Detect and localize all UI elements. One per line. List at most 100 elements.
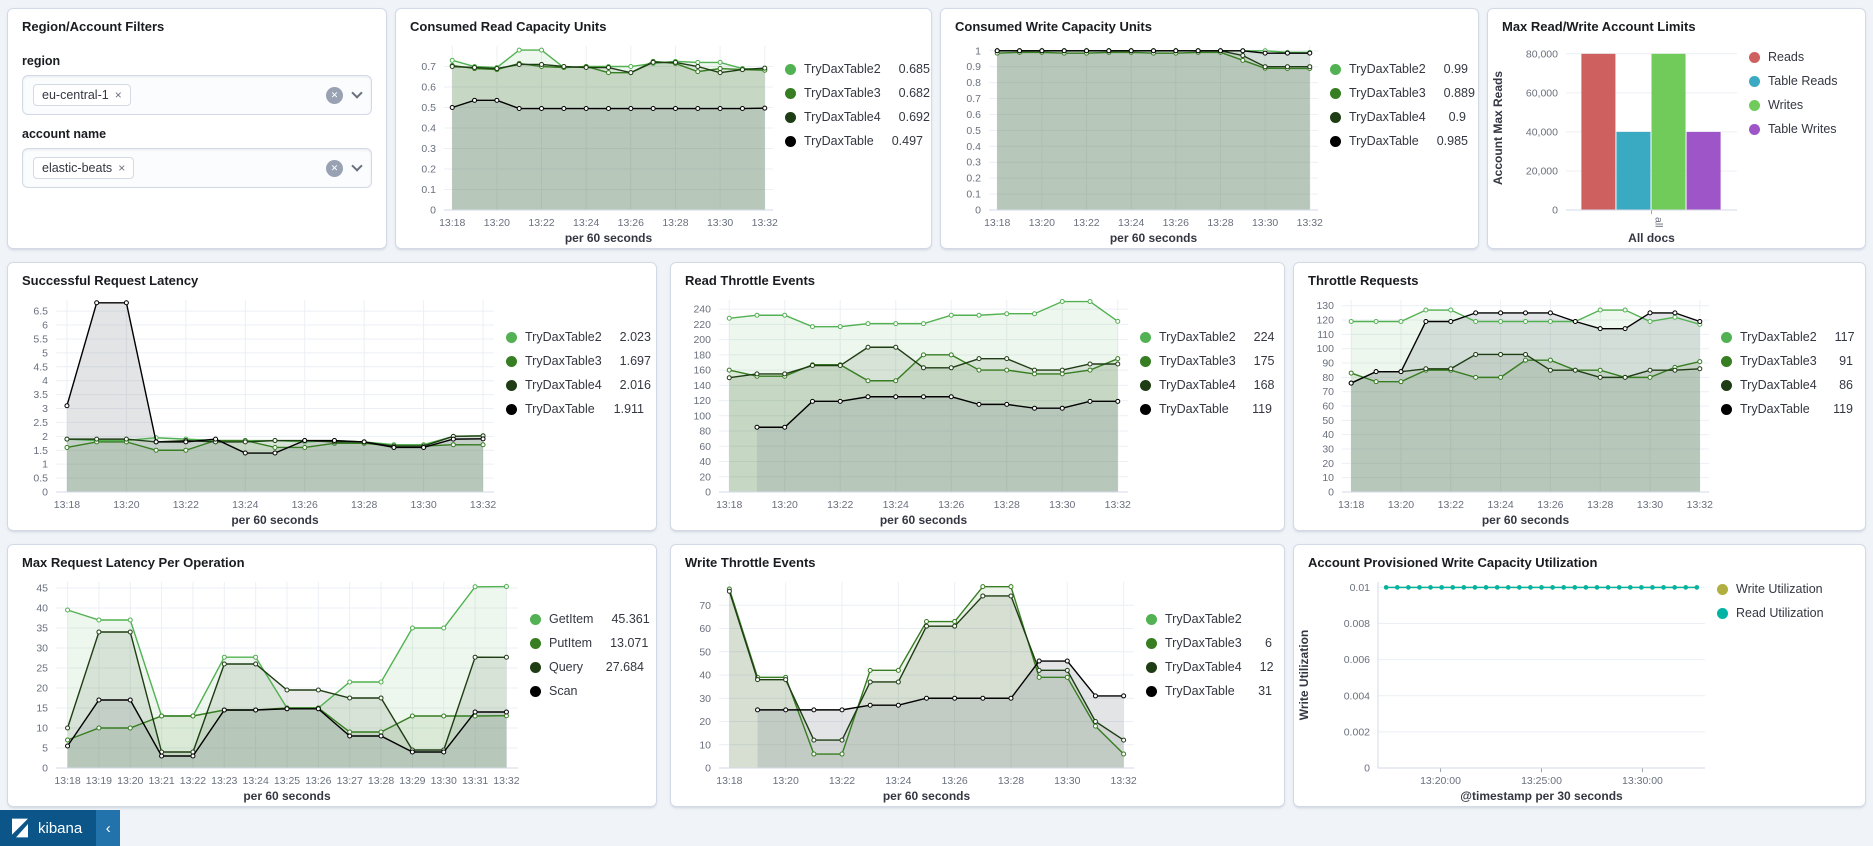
legend-item-trydaxtable2[interactable]: TryDaxTable2 0.99: [1330, 62, 1468, 76]
svg-text:240: 240: [693, 304, 711, 316]
svg-text:0.01: 0.01: [1350, 582, 1371, 594]
legend-item-trydaxtable3[interactable]: TryDaxTable3 1.697: [506, 354, 651, 368]
legend-label: GetItem: [549, 612, 594, 626]
legend-item-getitem[interactable]: GetItem 45.361: [530, 612, 650, 626]
legend-item-trydaxtable[interactable]: TryDaxTable 1.911: [506, 402, 644, 416]
legend-item-trydaxtable2[interactable]: TryDaxTable2 117: [1721, 330, 1855, 344]
svg-text:13:18: 13:18: [984, 217, 1010, 229]
read-throttle-chart[interactable]: 0 20 40 60 80 100 120 140 160 180 200 220 240 13:18 13…: [671, 290, 1138, 530]
region-chevron-down-icon[interactable]: [351, 87, 363, 99]
legend-dot-icon: [785, 87, 796, 99]
legend-label: TryDaxTable: [525, 402, 595, 416]
consumed-write-capacity-chart[interactable]: 0 0.1 0.2 0.3 0.4 0.5 0.6 0.7 0.8 0.9 1 13:18 13:20 1…: [941, 36, 1328, 248]
svg-text:13:28: 13:28: [662, 217, 688, 229]
legend-item-trydaxtable[interactable]: TryDaxTable 119: [1140, 402, 1272, 416]
legend-label: TryDaxTable4: [804, 110, 881, 124]
consumed-read-capacity-chart[interactable]: 0 0.1 0.2 0.3 0.4 0.5 0.6 0.7 13:18 13:20 13:22 13:…: [396, 36, 783, 248]
legend-item-trydaxtable4[interactable]: TryDaxTable4 12: [1146, 660, 1274, 674]
legend-label: PutItem: [549, 636, 593, 650]
legend-item-trydaxtable2[interactable]: TryDaxTable2 0.685: [785, 62, 930, 76]
svg-text:5: 5: [42, 743, 48, 755]
bar-reads[interactable]: [1581, 53, 1616, 210]
region-label: region: [22, 54, 61, 68]
legend-item-trydaxtable[interactable]: TryDaxTable 0.497: [785, 134, 923, 148]
panel-title: Write Throttle Events: [685, 555, 816, 570]
svg-text:6.5: 6.5: [33, 306, 48, 318]
svg-text:13:28: 13:28: [368, 775, 394, 787]
legend-dot-icon: [785, 63, 796, 75]
legend-item-reads[interactable]: Reads: [1749, 50, 1853, 64]
legend-item-trydaxtable2[interactable]: TryDaxTable2: [1146, 612, 1272, 626]
legend-item-write-utilization[interactable]: Write Utilization: [1717, 582, 1853, 596]
legend-item-trydaxtable[interactable]: TryDaxTable 31: [1146, 684, 1272, 698]
legend-item-scan[interactable]: Scan: [530, 684, 644, 698]
account-limits-chart[interactable]: 0 20,000 40,000 60,000 80,000 all All docs Acco…: [1488, 36, 1747, 248]
svg-text:25: 25: [36, 663, 48, 675]
legend-item-trydaxtable4[interactable]: TryDaxTable4 2.016: [506, 378, 651, 392]
legend-item-trydaxtable3[interactable]: TryDaxTable3 175: [1140, 354, 1275, 368]
bar-writes[interactable]: [1651, 53, 1686, 210]
legend-item-trydaxtable4[interactable]: TryDaxTable4 0.9: [1330, 110, 1466, 124]
region-clear-icon[interactable]: ✕: [326, 86, 343, 104]
legend-item-trydaxtable3[interactable]: TryDaxTable3 0.889: [1330, 86, 1475, 100]
svg-text:15: 15: [36, 703, 48, 715]
write-throttle-chart[interactable]: 0 10 20 30 40 50 60 70 13:18 13:20 13:22 13:24 13:26…: [671, 572, 1144, 806]
legend-dot-icon: [1140, 355, 1151, 367]
region-pill-close-icon[interactable]: ×: [114, 88, 122, 102]
legend-item-putitem[interactable]: PutItem 13.071: [530, 636, 648, 650]
svg-text:80: 80: [699, 426, 711, 438]
svg-text:13:30: 13:30: [1049, 499, 1075, 511]
legend-item-table-reads[interactable]: Table Reads: [1749, 74, 1853, 88]
panel-title: Successful Request Latency: [22, 273, 199, 288]
svg-text:5.5: 5.5: [33, 333, 48, 345]
throttle-requests-chart[interactable]: 0 10 20 30 40 50 60 70 80 90 100 110 120 130 13:18 13:2…: [1294, 290, 1719, 530]
account-chevron-down-icon[interactable]: [351, 160, 363, 172]
account-clear-icon[interactable]: ✕: [326, 159, 343, 177]
legend-item-trydaxtable4[interactable]: TryDaxTable4 0.692: [785, 110, 930, 124]
svg-text:0.2: 0.2: [421, 164, 436, 176]
svg-text:13:20:00: 13:20:00: [1420, 775, 1461, 787]
region-pill[interactable]: eu-central-1 ×: [33, 84, 131, 106]
legend-value: 117: [1834, 330, 1855, 344]
svg-text:13:22: 13:22: [1073, 217, 1099, 229]
legend-item-writes[interactable]: Writes: [1749, 98, 1853, 112]
svg-text:13:18: 13:18: [54, 499, 80, 511]
max-latency-per-operation-chart[interactable]: 0 5 10 15 20 25 30 35 40 45 13:18 13:19 13:20 13:21 13…: [8, 572, 528, 806]
legend-item-trydaxtable3[interactable]: TryDaxTable3 0.682: [785, 86, 930, 100]
legend-item-trydaxtable2[interactable]: TryDaxTable2 224: [1140, 330, 1275, 344]
svg-text:5: 5: [42, 347, 48, 359]
request-latency-chart[interactable]: 0 0.5 1 1.5 2 2.5 3 3.5 4 4.5 5 5.5 6 6.5 13:18 13:20 13…: [8, 290, 504, 530]
legend-label: TryDaxTable: [804, 134, 874, 148]
panel-write-throttle-events: Write Throttle Events 0 10 20 30 40 50 60 70 13:…: [670, 544, 1285, 807]
legend-item-trydaxtable3[interactable]: TryDaxTable3 91: [1721, 354, 1853, 368]
svg-text:All docs: All docs: [1628, 231, 1675, 245]
panel-title: Read Throttle Events: [685, 273, 816, 288]
bar-table-writes[interactable]: [1686, 131, 1721, 210]
chart-legend: GetItem 45.361 PutItem 13.071 Query 27.684 Sca…: [528, 572, 656, 806]
panel-title: Consumed Write Capacity Units: [955, 19, 1152, 34]
svg-text:1.5: 1.5: [33, 445, 48, 457]
kibana-logo-button[interactable]: kibana: [0, 810, 97, 846]
account-name-combobox[interactable]: elastic-beats × ✕: [22, 148, 372, 188]
legend-item-trydaxtable[interactable]: TryDaxTable 119: [1721, 402, 1853, 416]
legend-item-trydaxtable4[interactable]: TryDaxTable4 86: [1721, 378, 1853, 392]
read_capacity-svg: 0 0.1 0.2 0.3 0.4 0.5 0.6 0.7 13:18 13:20 13:22 13:…: [421, 46, 778, 245]
bar-table-reads[interactable]: [1616, 131, 1651, 210]
legend-item-query[interactable]: Query 27.684: [530, 660, 644, 674]
legend-item-trydaxtable3[interactable]: TryDaxTable3 6: [1146, 636, 1272, 650]
legend-item-read-utilization[interactable]: Read Utilization: [1717, 606, 1853, 620]
chevron-left-icon: ‹: [105, 819, 111, 837]
region-combobox[interactable]: eu-central-1 × ✕: [22, 75, 372, 115]
panel-successful-request-latency: Successful Request Latency 0 0.5 1 1.5 2 2.5 3…: [7, 262, 657, 531]
write_capacity-svg: 0 0.1 0.2 0.3 0.4 0.5 0.6 0.7 0.8 0.9 1 13:18 13:20 1…: [966, 45, 1323, 245]
account-pill[interactable]: elastic-beats ×: [33, 157, 135, 179]
write-capacity-utilization-chart[interactable]: 0 0.002 0.004 0.006 0.008 0.01 13:20:00 13:25:0…: [1294, 572, 1715, 806]
panel-region-account-filters: Region/Account Filters region eu-central…: [7, 8, 387, 249]
legend-item-trydaxtable[interactable]: TryDaxTable 0.985: [1330, 134, 1468, 148]
legend-item-trydaxtable2[interactable]: TryDaxTable2 2.023: [506, 330, 651, 344]
legend-item-table-writes[interactable]: Table Writes: [1749, 122, 1853, 136]
svg-text:70: 70: [1322, 386, 1334, 398]
legend-item-trydaxtable4[interactable]: TryDaxTable4 168: [1140, 378, 1275, 392]
account-pill-close-icon[interactable]: ×: [118, 161, 126, 175]
collapse-sidebar-button[interactable]: ‹: [96, 810, 121, 846]
